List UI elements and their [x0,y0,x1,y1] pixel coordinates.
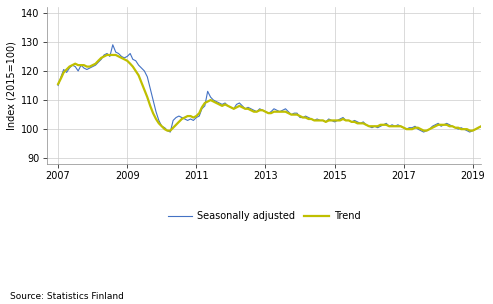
Legend: Seasonally adjusted, Trend: Seasonally adjusted, Trend [164,207,364,225]
Text: Source: Statistics Finland: Source: Statistics Finland [10,292,124,301]
Y-axis label: Index (2015=100): Index (2015=100) [7,41,17,130]
